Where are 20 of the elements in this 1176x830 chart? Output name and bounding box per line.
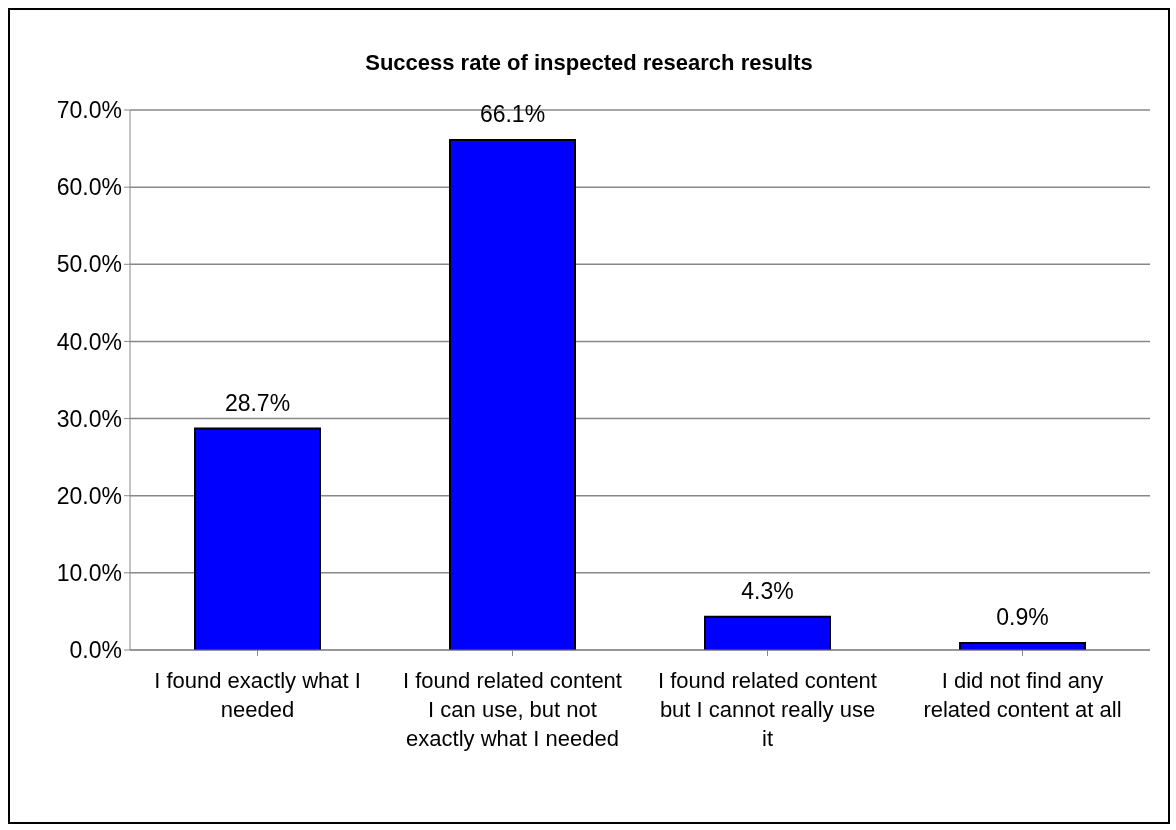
y-tick-label: 70.0% (56, 97, 122, 124)
bar (194, 427, 321, 650)
bar (449, 139, 576, 650)
x-tick-label: I did not find any related content at all (923, 668, 1122, 722)
y-tick-label: 0.0% (69, 637, 122, 664)
y-tick-label: 60.0% (56, 174, 122, 201)
y-tick-label: 40.0% (56, 328, 122, 355)
y-tick-label: 20.0% (56, 482, 122, 509)
data-label: 0.9% (996, 604, 1049, 631)
chart-title: Success rate of inspected research results (364, 49, 814, 77)
x-tick-label: I found exactly what I needed (154, 668, 361, 722)
data-label: 66.1% (479, 101, 546, 128)
y-tick-label: 50.0% (56, 251, 122, 278)
bar (704, 615, 831, 650)
data-label: 4.3% (741, 577, 794, 604)
data-label: 28.7% (224, 389, 291, 416)
x-tick-label: I found related content but I cannot really use it (658, 668, 877, 751)
x-tick-label: I found related content I can use, but not exactly what I needed (403, 668, 622, 751)
y-tick-label: 10.0% (56, 560, 122, 587)
y-tick-label: 30.0% (56, 405, 122, 432)
